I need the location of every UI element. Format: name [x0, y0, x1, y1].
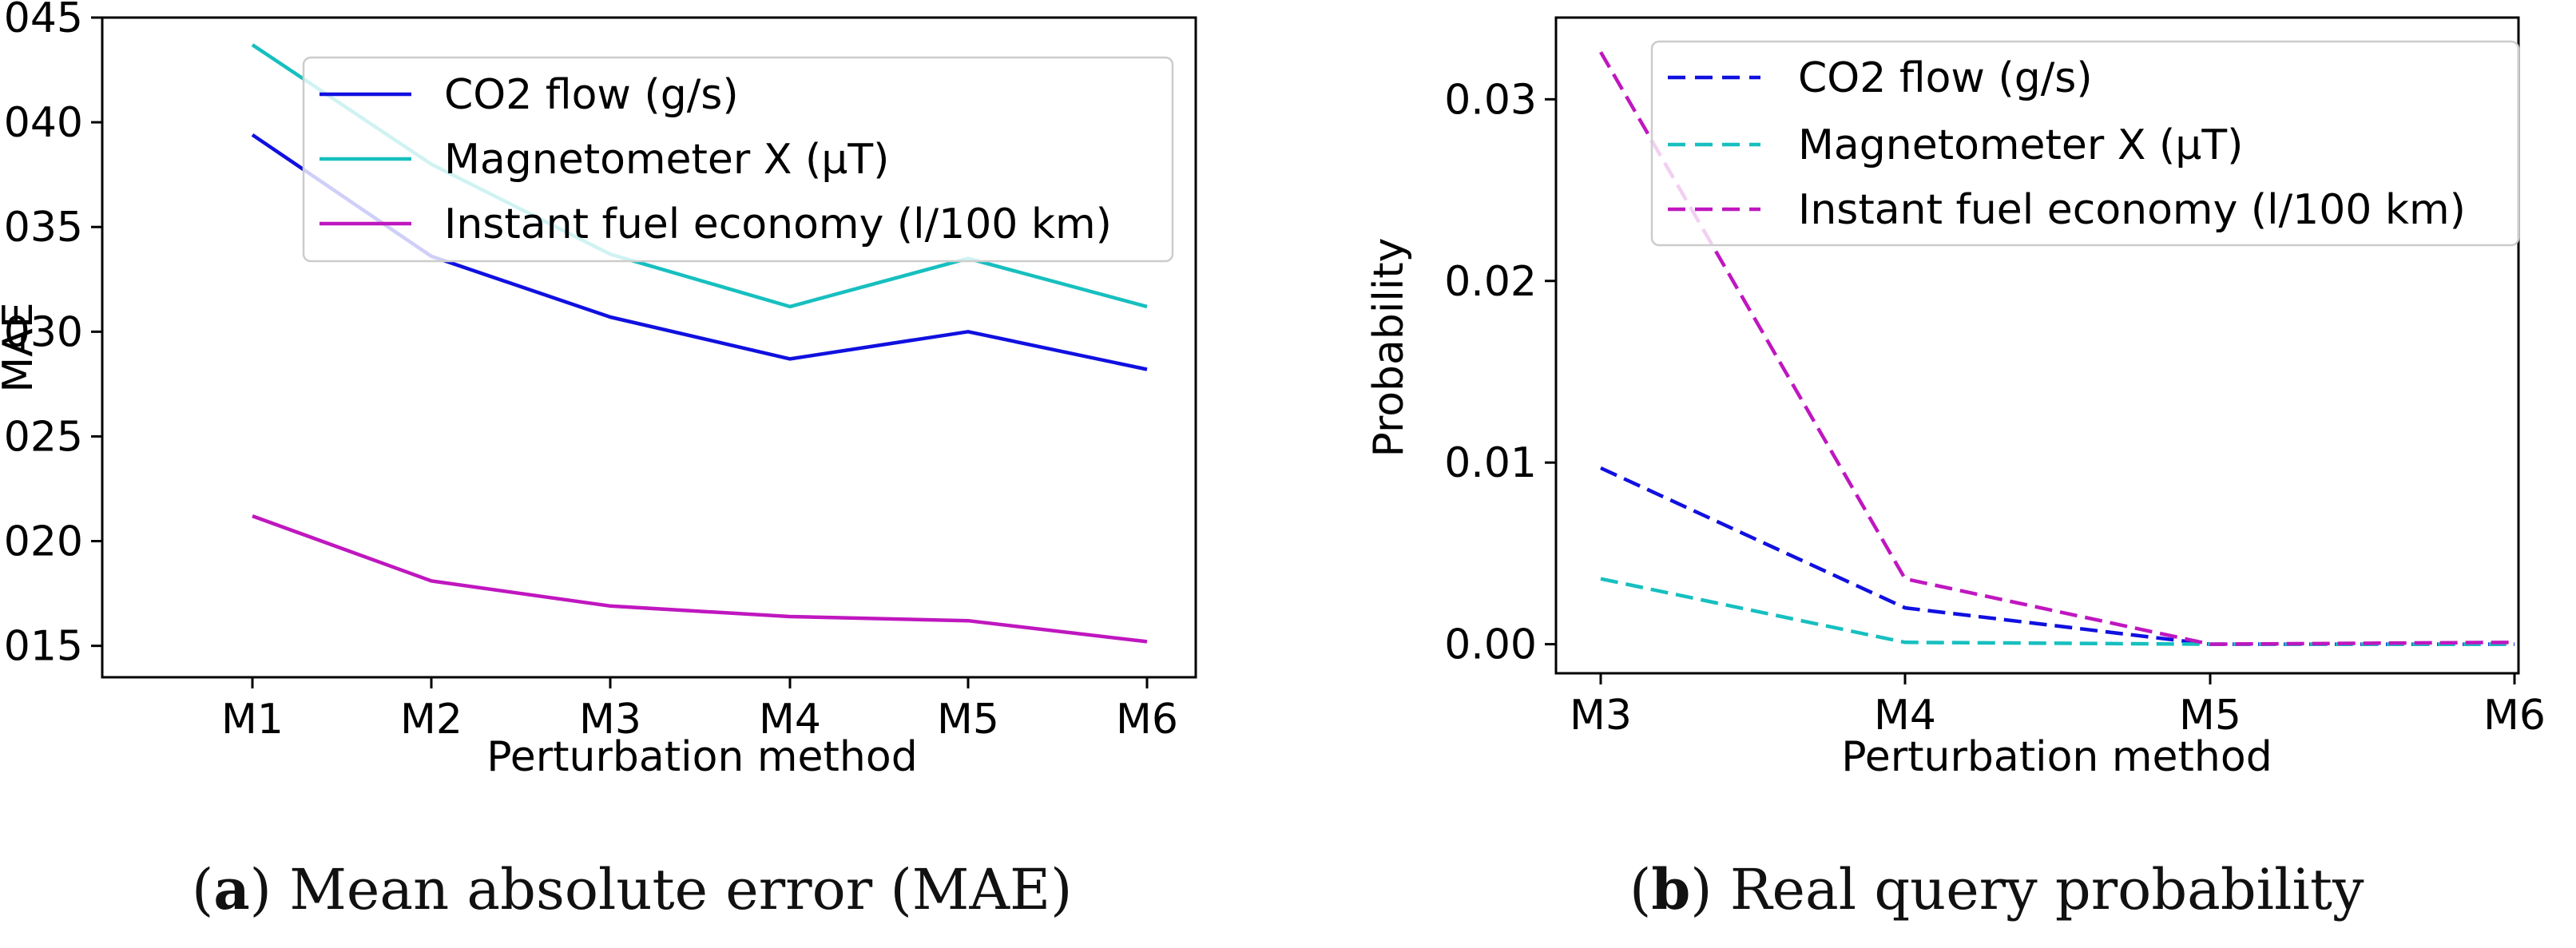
plot-frame-mae: [101, 16, 1197, 679]
x-tick-label: M6: [1116, 696, 1178, 744]
chart-panel-mae: 0.015 0.020 0.025 0.030 0.035 0.040 0.045 M1 M2 M…: [0, 0, 1197, 781]
x-tick-label: M6: [2483, 692, 2546, 740]
legend-label-2: Magnetometer X (μT): [444, 136, 889, 184]
x-tick-label: M2: [400, 696, 462, 744]
x-tick-label: M1: [221, 696, 284, 744]
y-tick-label: 0.030: [0, 308, 83, 356]
series-line-2: [1600, 577, 2514, 646]
y-tick-label: 0.040: [0, 99, 83, 147]
caption-mae-text: Mean absolute error (MAE): [271, 857, 1073, 922]
y-tick-label: 0.00: [1444, 621, 1537, 669]
caption-mae: (a) Mean absolute error (MAE): [192, 856, 1073, 922]
y-tick-label: 0.02: [1444, 258, 1537, 306]
legend-label-3: Instant fuel economy (l/100 km): [1798, 186, 2466, 234]
chart-panel-probability: 0.00 0.01 0.02 0.03 M3 M4 M5 M6 Perturbation met…: [1365, 16, 2546, 781]
x-tick-label: M5: [2179, 692, 2241, 740]
y-tick-label: 0.045: [0, 0, 83, 42]
plot-frame-probability: [1554, 16, 2520, 675]
y-tick-label: 0.020: [0, 518, 83, 566]
y-axis-label: Probability: [1365, 238, 1413, 458]
series-line-3: [252, 514, 1148, 644]
legend-box: [302, 56, 1174, 263]
x-tick-label: M3: [579, 696, 641, 744]
legend-label-1: CO2 flow (g/s): [1798, 54, 2093, 102]
y-tick-label: 0.035: [0, 204, 83, 252]
caption-probability-text: Real query probability: [1712, 857, 2364, 922]
legend-label-1: CO2 flow (g/s): [444, 71, 739, 119]
x-axis-label: Perturbation method: [486, 733, 917, 781]
x-axis-label: Perturbation method: [1841, 733, 2272, 781]
caption-probability-label: b: [1651, 856, 1691, 922]
x-tick-label: M3: [1570, 692, 1632, 740]
caption-probability: (b) Real query probability: [1629, 856, 2364, 922]
y-tick-label: 0.03: [1444, 76, 1537, 124]
legend-label-2: Magnetometer X (μT): [1798, 121, 2243, 169]
y-tick-label: 0.01: [1444, 439, 1537, 487]
y-tick-label: 0.025: [0, 413, 83, 461]
y-axis-label: MAE: [0, 302, 42, 392]
caption-mae-label: a: [213, 856, 250, 922]
x-tick-label: M5: [937, 696, 999, 744]
x-tick-label: M4: [759, 696, 821, 744]
y-tick-label: 0.015: [0, 623, 83, 671]
x-tick-label: M4: [1874, 692, 1936, 740]
legend-label-3: Instant fuel economy (l/100 km): [444, 200, 1112, 248]
legend-box: [1650, 40, 2520, 247]
series-line-1: [1600, 466, 2514, 646]
